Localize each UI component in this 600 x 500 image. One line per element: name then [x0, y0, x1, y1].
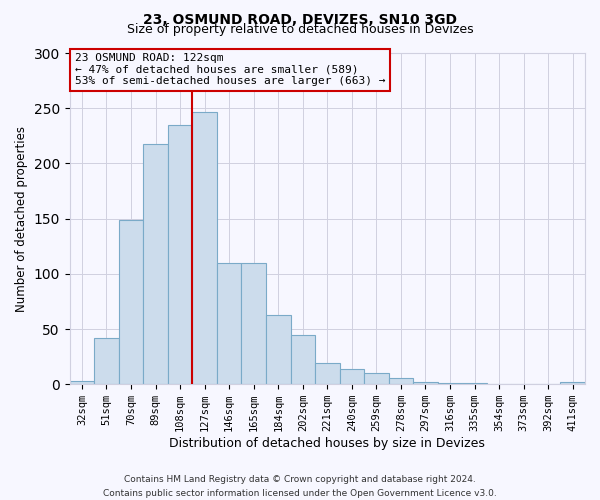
Bar: [70, 381, 94, 384]
Bar: [340, 369, 364, 384]
Bar: [119, 220, 143, 384]
Bar: [94, 338, 119, 384]
Bar: [389, 378, 413, 384]
Bar: [266, 314, 290, 384]
Text: Contains HM Land Registry data © Crown copyright and database right 2024.
Contai: Contains HM Land Registry data © Crown c…: [103, 476, 497, 498]
X-axis label: Distribution of detached houses by size in Devizes: Distribution of detached houses by size …: [169, 437, 485, 450]
Text: Size of property relative to detached houses in Devizes: Size of property relative to detached ho…: [127, 22, 473, 36]
Text: 23 OSMUND ROAD: 122sqm
← 47% of detached houses are smaller (589)
53% of semi-de: 23 OSMUND ROAD: 122sqm ← 47% of detached…: [75, 53, 385, 86]
Bar: [364, 373, 389, 384]
Bar: [168, 125, 193, 384]
Bar: [217, 263, 241, 384]
Bar: [193, 112, 217, 384]
Y-axis label: Number of detached properties: Number of detached properties: [15, 126, 28, 312]
Bar: [560, 382, 585, 384]
Bar: [413, 382, 438, 384]
Bar: [315, 363, 340, 384]
Bar: [438, 383, 462, 384]
Bar: [143, 144, 168, 384]
Text: 23, OSMUND ROAD, DEVIZES, SN10 3GD: 23, OSMUND ROAD, DEVIZES, SN10 3GD: [143, 12, 457, 26]
Bar: [290, 334, 315, 384]
Bar: [462, 383, 487, 384]
Bar: [241, 263, 266, 384]
